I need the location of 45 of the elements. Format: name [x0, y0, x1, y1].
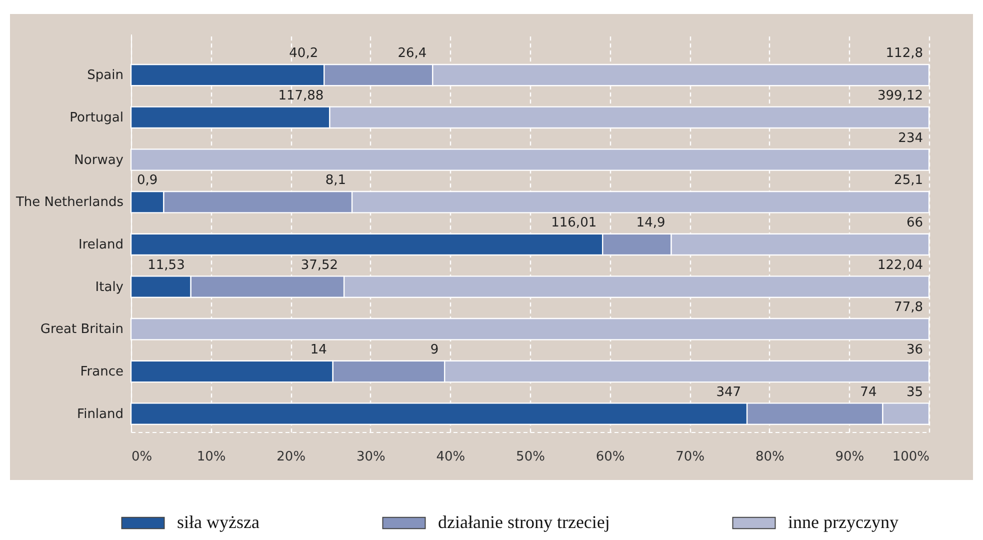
annotation: 117,88 — [278, 88, 324, 104]
annotation: 0,9 — [137, 173, 158, 188]
annotation: 26,4 — [398, 46, 427, 62]
annotation: 37,52 — [300, 258, 338, 273]
x-tick-label: 20% — [276, 450, 306, 464]
legend-label: siła wyższa — [177, 512, 260, 532]
annotation: 74 — [860, 384, 877, 400]
y-tick-label: France — [80, 364, 124, 380]
y-tick-label: Great Britain — [40, 322, 124, 338]
x-tick-label: 60% — [596, 450, 625, 464]
annotation: 40,2 — [289, 46, 318, 62]
annotation: 77,8 — [894, 300, 923, 316]
y-tick-label: Spain — [87, 68, 124, 84]
x-tick-label: 30% — [356, 450, 386, 464]
x-tick-label: 10% — [196, 450, 226, 464]
annotation: 112,8 — [886, 46, 923, 62]
y-tick-label: Italy — [95, 280, 124, 295]
annotation: 11,53 — [148, 258, 185, 273]
annotation: 234 — [898, 130, 923, 146]
x-tick-label: 0% — [132, 450, 152, 464]
annotation: 66 — [906, 215, 923, 230]
legend-label: inne przyczyny — [788, 512, 898, 532]
annotation: 14,9 — [636, 215, 666, 230]
x-tick-label: 50% — [516, 450, 545, 464]
x-tick-label: 90% — [835, 450, 864, 464]
legend-label: działanie strony trzeciej — [438, 512, 610, 532]
y-tick-label: Portugal — [70, 110, 124, 126]
annotation: 25,1 — [894, 173, 923, 188]
x-tick-label: 80% — [755, 450, 784, 464]
annotation: 8,1 — [325, 173, 346, 188]
annotation: 36 — [906, 342, 923, 358]
annotation: 35 — [906, 384, 923, 400]
annotation: 122,04 — [878, 258, 923, 273]
x-tick-label: 40% — [436, 450, 466, 464]
y-tick-label: Finland — [77, 406, 124, 422]
annotation: 9 — [430, 342, 439, 358]
y-tick-label: Ireland — [78, 237, 124, 252]
annotation: 399,12 — [878, 88, 923, 104]
y-tick-label: Norway — [74, 152, 124, 168]
annotation: 116,01 — [551, 215, 597, 230]
annotation: 347 — [716, 384, 742, 400]
x-tick-label: 70% — [676, 450, 705, 464]
x-tick-label: 100% — [892, 450, 930, 464]
y-tick-label: The Netherlands — [14, 195, 124, 210]
annotation: 14 — [310, 342, 327, 358]
